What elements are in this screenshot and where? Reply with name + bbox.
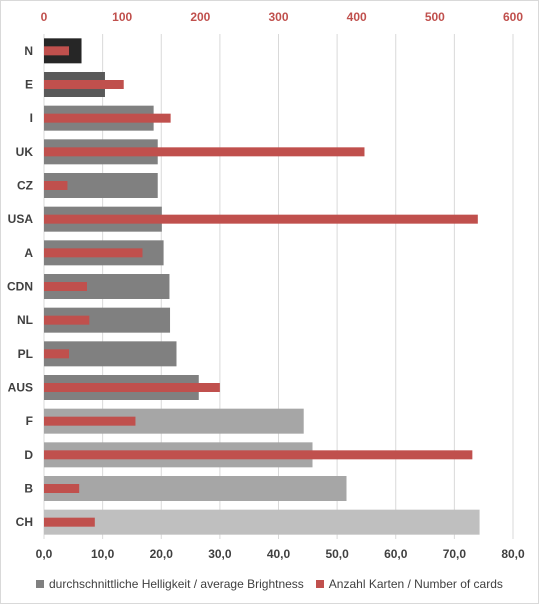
legend: durchschnittliche Helligkeit / average B… [36,575,503,593]
bottom-tick-label: 30,0 [208,547,232,561]
card-count-bars [44,46,478,527]
category-label: N [24,44,33,58]
category-label: I [30,111,33,125]
brightness-bar [44,476,347,501]
card-count-bar [44,517,95,527]
card-count-bar [44,383,220,392]
card-count-bar [44,147,365,157]
category-label: B [24,482,33,496]
legend-label-cards: Anzahl Karten / Number of cards [328,577,503,591]
card-count-bar [44,450,473,460]
category-label: UK [16,145,34,159]
legend-item-cards: Anzahl Karten / Number of cards [315,577,503,591]
card-count-bar [44,113,171,123]
bottom-tick-label: 10,0 [91,547,115,561]
top-tick-label: 200 [190,10,210,24]
bottom-axis-ticks: 0,0 10,0 20,0 30,0 40,0 50,0 60,0 70,0 80,0 [36,547,525,561]
category-label: A [24,246,33,260]
card-count-bar [44,214,478,224]
category-label: PL [18,347,33,361]
top-tick-label: 600 [503,10,523,24]
bottom-tick-label: 20,0 [150,547,174,561]
card-count-bar [44,315,90,325]
legend-label-brightness: durchschnittliche Helligkeit / average B… [49,577,304,591]
legend-swatch-cards [315,580,324,588]
category-label: D [24,448,33,462]
category-label: CZ [17,179,33,193]
category-label: CDN [7,280,33,294]
category-label: CH [16,515,33,529]
category-label: AUS [8,381,33,395]
top-tick-label: 0 [41,10,48,24]
category-label: E [25,78,33,92]
bottom-tick-label: 0,0 [36,547,53,561]
card-count-bar [44,484,80,493]
category-labels: N E I UK CZ USA A CDN NL PL AUS F D B CH [7,44,33,529]
card-count-bar [44,46,70,56]
legend-item-brightness: durchschnittliche Helligkeit / average B… [36,577,304,591]
brightness-bar [44,509,480,535]
card-count-bar [44,416,136,426]
brightness-bars [44,38,480,535]
category-label: NL [17,313,33,327]
card-count-bar [44,349,70,359]
card-count-bar [44,181,68,190]
top-tick-label: 500 [425,10,445,24]
bottom-tick-label: 50,0 [325,547,349,561]
bottom-tick-label: 80,0 [501,547,525,561]
top-axis-ticks: 0 100 200 300 400 500 600 [41,10,524,24]
legend-swatch-brightness [36,580,44,588]
bottom-tick-label: 70,0 [443,547,467,561]
card-count-bar [44,282,87,291]
category-label: USA [8,212,34,226]
bottom-tick-label: 40,0 [267,547,291,561]
bottom-tick-label: 60,0 [384,547,408,561]
category-label: F [26,414,33,428]
top-tick-label: 100 [112,10,132,24]
card-count-bar [44,80,124,89]
card-count-bar [44,248,143,258]
top-tick-label: 400 [347,10,367,24]
top-tick-label: 300 [268,10,288,24]
